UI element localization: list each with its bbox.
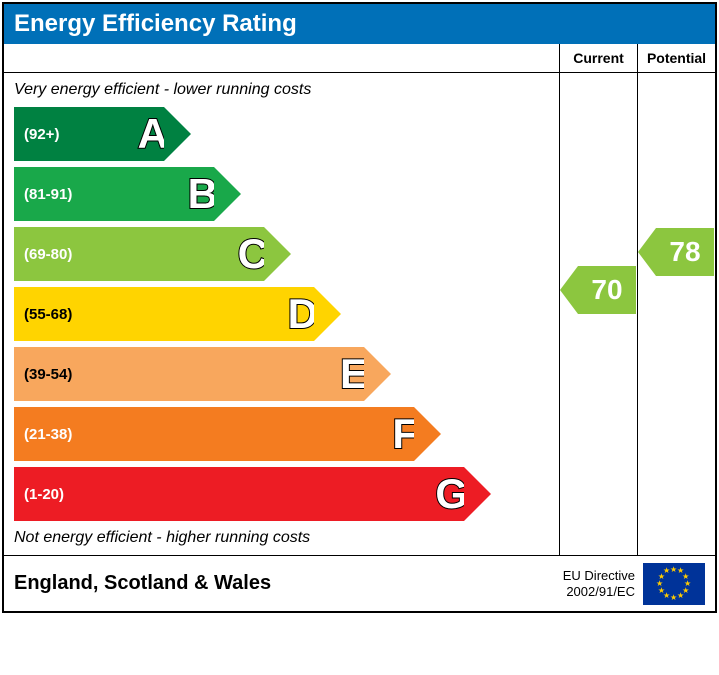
column-current: 70 <box>559 73 637 555</box>
band-bar-c: (69-80)C <box>14 227 264 281</box>
caption-inefficient: Not energy efficient - higher running co… <box>4 527 559 549</box>
directive-line2: 2002/91/EC <box>566 584 635 599</box>
header-current: Current <box>559 44 637 72</box>
band-bar-b: (81-91)B <box>14 167 214 221</box>
band-arrow-tip <box>214 167 241 221</box>
band-arrow-tip <box>314 287 341 341</box>
band-row-f: (21-38)F <box>14 407 559 461</box>
eu-flag-icon: ★★★★★★★★★★★★ <box>643 563 705 605</box>
band-bar-e: (39-54)E <box>14 347 364 401</box>
eu-star-icon: ★ <box>677 591 684 600</box>
band-bar-a: (92+)A <box>14 107 164 161</box>
band-range: (92+) <box>24 126 59 143</box>
footer: England, Scotland & Wales EU Directive 2… <box>4 555 715 611</box>
band-row-e: (39-54)E <box>14 347 559 401</box>
epc-chart: Energy Efficiency Rating Current Potenti… <box>2 2 717 613</box>
band-range: (1-20) <box>24 486 64 503</box>
marker-potential-value: 78 <box>656 228 714 276</box>
band-bar-f: (21-38)F <box>14 407 414 461</box>
band-bar-g: (1-20)G <box>14 467 464 521</box>
header-potential: Potential <box>637 44 715 72</box>
column-headers: Current Potential <box>4 44 715 73</box>
band-row-c: (69-80)C <box>14 227 559 281</box>
band-row-b: (81-91)B <box>14 167 559 221</box>
marker-current: 70 <box>578 266 636 314</box>
band-arrow-tip <box>414 407 441 461</box>
band-arrow-tip <box>264 227 291 281</box>
column-potential: 78 <box>637 73 715 555</box>
directive-line1: EU Directive <box>563 568 635 583</box>
band-arrow-tip <box>464 467 491 521</box>
band-range: (39-54) <box>24 366 72 383</box>
band-row-g: (1-20)G <box>14 467 559 521</box>
marker-potential: 78 <box>656 228 714 276</box>
band-range: (55-68) <box>24 306 72 323</box>
band-arrow-tip <box>164 107 191 161</box>
marker-potential-tip <box>638 228 656 276</box>
caption-efficient: Very energy efficient - lower running co… <box>4 79 559 101</box>
header-blank <box>4 44 559 72</box>
footer-directive: EU Directive 2002/91/EC <box>563 568 635 599</box>
eu-star-icon: ★ <box>663 566 670 575</box>
band-bar-d: (55-68)D <box>14 287 314 341</box>
band-range: (21-38) <box>24 426 72 443</box>
band-arrow-tip <box>364 347 391 401</box>
marker-current-tip <box>560 266 578 314</box>
chart-body: Very energy efficient - lower running co… <box>4 73 715 555</box>
footer-region: England, Scotland & Wales <box>14 572 563 595</box>
band-row-a: (92+)A <box>14 107 559 161</box>
marker-current-value: 70 <box>578 266 636 314</box>
eu-star-icon: ★ <box>670 593 677 602</box>
band-range: (69-80) <box>24 246 72 263</box>
title-bar: Energy Efficiency Rating <box>4 4 715 44</box>
bars-area: Very energy efficient - lower running co… <box>4 73 559 555</box>
band-row-d: (55-68)D <box>14 287 559 341</box>
band-range: (81-91) <box>24 186 72 203</box>
